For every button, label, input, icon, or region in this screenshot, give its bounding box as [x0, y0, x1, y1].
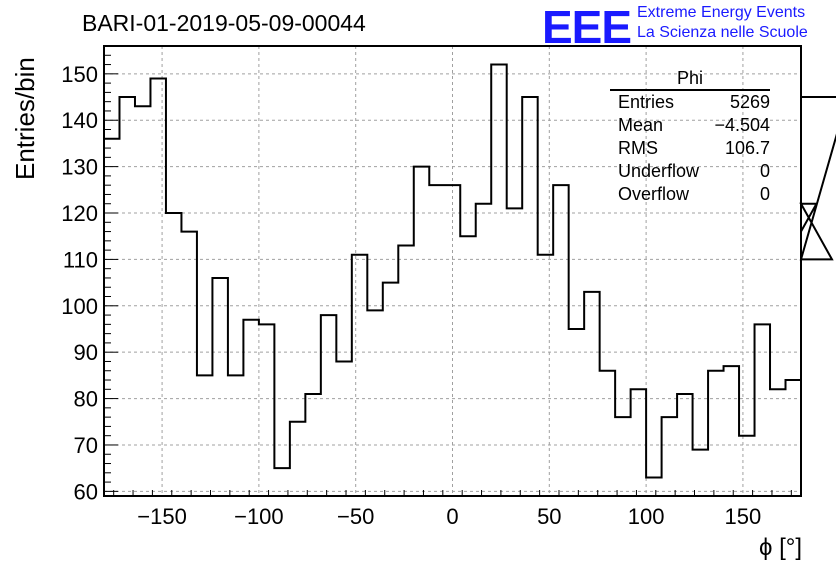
stats-label: RMS [618, 138, 658, 158]
y-tick-label: 80 [74, 387, 98, 412]
stats-label: Underflow [618, 161, 700, 181]
x-tick-label: −50 [337, 504, 374, 529]
logo-line-1: Extreme Energy Events [637, 4, 806, 21]
stats-value: 5269 [729, 92, 770, 112]
stats-row-rms: RMS 106.7 [610, 137, 770, 160]
y-tick-label: 130 [61, 155, 98, 180]
stats-value: 0 [759, 184, 770, 204]
stats-value: 106.7 [724, 138, 770, 158]
stats-title: Phi [610, 68, 770, 91]
x-tick-label: 0 [446, 504, 458, 529]
x-axis: −150 −100 −50 0 50 100 150 [113, 490, 792, 529]
stats-box: Phi Entries 5269 Mean −4.504 RMS 106.7 U… [610, 68, 770, 206]
stats-row-overflow: Overflow 0 [610, 183, 770, 206]
x-axis-label: ϕ [°] [758, 534, 802, 561]
x-tick-label: 150 [725, 504, 762, 529]
stats-label: Entries [618, 92, 675, 112]
y-tick-label: 120 [61, 201, 98, 226]
y-tick-label: 140 [61, 108, 98, 133]
logo-text: EEE [542, 1, 632, 53]
y-tick-label: 100 [61, 294, 98, 319]
y-axis-label: Entries/bin [10, 57, 40, 180]
grid-lines [104, 46, 801, 496]
y-tick-label: 90 [74, 340, 98, 365]
stats-value: 0 [759, 161, 770, 181]
x-tick-label: 100 [628, 504, 665, 529]
y-tick-label: 150 [61, 62, 98, 87]
stats-row-mean: Mean −4.504 [610, 114, 770, 137]
plot-frame [103, 45, 802, 497]
stats-value: −4.504 [714, 115, 770, 135]
stats-row-underflow: Underflow 0 [610, 160, 770, 183]
y-tick-label: 70 [74, 433, 98, 458]
y-axis: 60 70 80 90 100 110 120 130 140 150 [61, 54, 118, 504]
logo-line-2: La Scienza nelle Scuole [637, 24, 808, 41]
stats-label: Mean [618, 115, 664, 135]
histogram-line [103, 63, 836, 496]
x-tick-label: 50 [537, 504, 561, 529]
stats-row-entries: Entries 5269 [610, 91, 770, 114]
y-tick-label: 60 [74, 479, 98, 504]
stats-label: Overflow [618, 184, 690, 204]
x-tick-label: −100 [234, 504, 284, 529]
plot-title: BARI-01-2019-05-09-00044 [82, 10, 366, 36]
x-tick-label: −150 [137, 504, 187, 529]
y-tick-label: 110 [63, 247, 98, 272]
